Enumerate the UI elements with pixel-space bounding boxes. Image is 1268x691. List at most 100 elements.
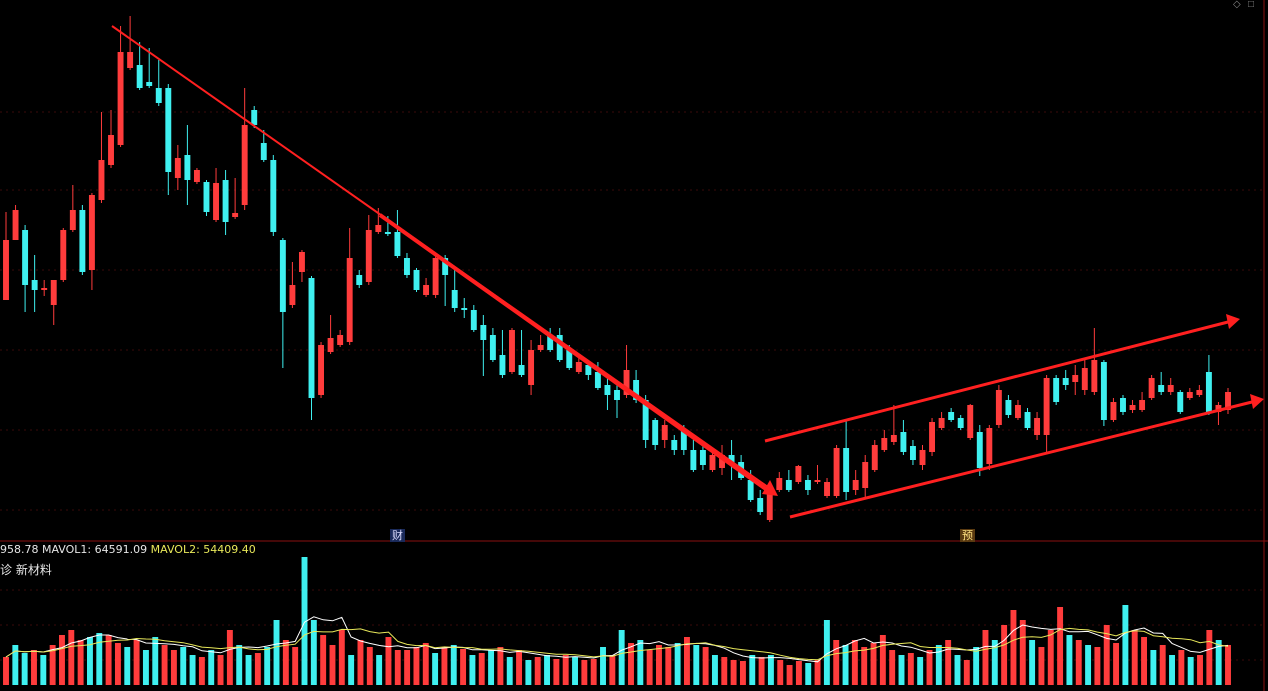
candle-body	[346, 258, 353, 342]
volume-bar	[432, 653, 439, 685]
candle	[890, 405, 897, 445]
candle	[652, 418, 659, 450]
volume-bar	[1094, 647, 1101, 685]
candle-body	[193, 170, 200, 182]
candle	[1015, 400, 1021, 420]
volume-bar	[1010, 610, 1017, 685]
candle-body	[203, 182, 210, 212]
volume-bar	[991, 640, 998, 685]
candle-body	[1158, 385, 1165, 392]
volume-bar	[226, 630, 233, 685]
candle	[136, 42, 143, 90]
volume-bar	[833, 640, 840, 685]
volume-bar	[1131, 630, 1138, 685]
candle	[1053, 375, 1060, 405]
volume-bar	[49, 645, 56, 685]
candle	[1005, 395, 1012, 418]
volume-bar	[879, 635, 886, 685]
candle	[795, 465, 802, 484]
candle	[279, 238, 286, 368]
downtrend-line-thick	[378, 213, 772, 494]
candle	[1034, 412, 1041, 440]
candle	[22, 225, 29, 312]
volume-bar	[711, 655, 718, 685]
volume-bar	[628, 643, 634, 685]
volume-bar	[767, 655, 774, 685]
candle-body	[50, 280, 57, 305]
candle-body	[1081, 368, 1088, 390]
volume-bar	[1066, 635, 1073, 685]
candle	[60, 228, 67, 282]
volume-bar	[1029, 640, 1036, 685]
volume-bar	[581, 660, 588, 685]
volume-bar	[814, 660, 821, 685]
candle-body	[766, 488, 773, 520]
volume-bar	[637, 640, 644, 685]
volume-bar	[376, 655, 383, 685]
volume-bar	[963, 660, 970, 685]
candle	[1043, 375, 1050, 452]
candle	[804, 475, 811, 495]
candle	[155, 60, 162, 106]
diamond-icon[interactable]: ◇	[1233, 0, 1241, 10]
candle	[709, 450, 716, 472]
volume-bar	[590, 659, 597, 685]
candle-body	[270, 160, 277, 232]
volume-bar	[357, 640, 364, 685]
candle	[614, 385, 620, 418]
volume-bar	[721, 657, 728, 685]
volume-bar	[1019, 620, 1026, 685]
candle	[432, 255, 439, 298]
financial-report-marker[interactable]: 财	[390, 529, 405, 542]
candle-body	[1120, 398, 1126, 412]
volume-bar	[1113, 643, 1120, 685]
square-icon[interactable]: □	[1248, 0, 1255, 10]
candle-body	[690, 450, 697, 470]
volume-bar	[935, 645, 942, 685]
candle	[480, 315, 487, 376]
candle-body	[1177, 392, 1184, 412]
volume-bar	[488, 650, 495, 685]
candle	[213, 168, 219, 222]
candle	[948, 408, 955, 422]
volume-bar	[31, 650, 37, 685]
candle	[50, 280, 57, 325]
candle-body	[1043, 378, 1050, 435]
candle	[298, 250, 305, 282]
volume-bar	[805, 663, 812, 685]
volume-bar	[823, 620, 830, 685]
candle	[184, 125, 191, 205]
volume-bar	[861, 647, 868, 685]
volume-bar	[1150, 650, 1157, 685]
candle	[451, 270, 458, 312]
volume-bar	[572, 657, 578, 685]
candle	[1062, 370, 1069, 390]
volume-bar	[954, 655, 961, 685]
volume-bar	[898, 655, 905, 685]
candle	[843, 420, 850, 500]
candle-body	[174, 158, 181, 178]
volume-bar	[254, 653, 261, 685]
candle-body	[814, 480, 821, 482]
volume-bar	[96, 633, 103, 685]
candle-body	[547, 335, 554, 350]
volume-bar	[236, 645, 243, 685]
candle-body	[375, 225, 382, 232]
candle-body	[995, 390, 1002, 425]
forecast-marker[interactable]: 预	[960, 529, 975, 542]
volume-bar	[329, 645, 336, 685]
volume-bar	[544, 655, 550, 685]
volume-bar	[1075, 640, 1082, 685]
candle	[1205, 355, 1212, 415]
candle	[881, 430, 888, 452]
volume-bar	[338, 630, 345, 685]
volume-bar	[665, 647, 672, 685]
candle	[69, 185, 76, 232]
volume-bar	[926, 650, 933, 685]
volume-bar	[618, 630, 625, 685]
volume-bar	[385, 637, 392, 685]
volume-bar	[786, 665, 793, 685]
candle-body	[1186, 392, 1193, 398]
channel-lower-line	[789, 400, 1253, 519]
candle	[547, 328, 554, 352]
